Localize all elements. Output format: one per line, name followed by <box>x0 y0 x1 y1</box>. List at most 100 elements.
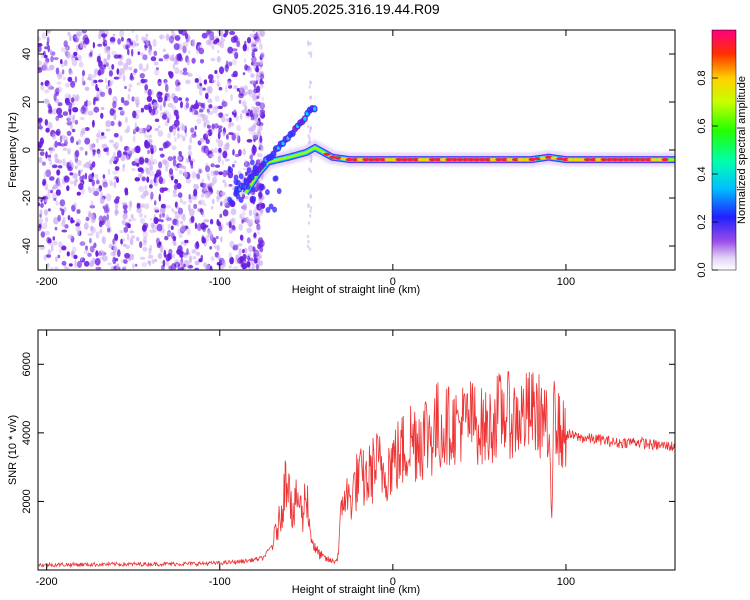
noise-speckle <box>52 132 56 140</box>
noise-speckle <box>232 266 239 270</box>
noise-speckle <box>309 209 312 213</box>
noise-speckle <box>123 209 128 215</box>
noise-speckle <box>138 63 144 71</box>
noise-speckle <box>125 45 129 50</box>
noise-speckle <box>213 170 218 178</box>
branch-core <box>313 106 317 111</box>
noise-speckle <box>228 117 232 123</box>
noise-speckle <box>230 208 237 216</box>
noise-speckle <box>177 267 183 270</box>
snr-x-tick-label: 0 <box>390 576 396 588</box>
noise-speckle <box>146 124 151 130</box>
noise-speckle <box>217 155 222 164</box>
noise-speckle <box>102 135 107 140</box>
noise-speckle <box>198 47 205 55</box>
noise-speckle <box>159 213 162 219</box>
noise-speckle <box>56 107 63 116</box>
noise-speckle <box>47 188 51 195</box>
noise-speckle <box>84 161 91 169</box>
noise-speckle <box>168 265 173 270</box>
noise-speckle <box>144 84 149 91</box>
noise-speckle <box>146 95 153 102</box>
noise-speckle <box>249 262 254 266</box>
noise-speckle <box>179 261 184 268</box>
noise-speckle <box>180 241 184 246</box>
noise-speckle <box>149 134 153 139</box>
noise-speckle <box>131 30 135 34</box>
noise-speckle <box>182 41 189 48</box>
noise-speckle <box>102 181 108 188</box>
noise-speckle <box>165 166 169 172</box>
noise-speckle <box>65 46 68 50</box>
noise-speckle <box>167 188 171 193</box>
noise-speckle <box>209 218 214 225</box>
noise-speckle <box>106 49 111 53</box>
noise-speckle <box>162 159 168 165</box>
noise-speckle <box>116 177 119 183</box>
noise-speckle <box>260 210 264 214</box>
ridge-core <box>401 158 408 162</box>
chart-title: GN05.2025.316.19.44.R09 <box>272 1 440 17</box>
noise-speckle <box>74 165 78 170</box>
noise-speckle <box>250 40 256 46</box>
noise-speckle <box>127 146 131 154</box>
noise-speckle <box>168 71 172 76</box>
noise-speckle <box>257 61 260 66</box>
noise-speckle <box>203 219 210 223</box>
noise-speckle <box>217 49 220 54</box>
noise-speckle <box>81 69 86 77</box>
spectrogram-x-tick-label: 100 <box>557 276 575 288</box>
noise-speckle <box>44 46 48 50</box>
noise-speckle <box>61 229 68 233</box>
noise-speckle <box>67 114 73 123</box>
noise-speckle <box>172 235 177 242</box>
noise-speckle <box>232 58 237 66</box>
noise-speckle <box>67 234 74 239</box>
noise-speckle <box>251 131 258 140</box>
noise-speckle <box>216 83 221 87</box>
noise-speckle <box>124 128 130 134</box>
noise-speckle <box>55 87 60 95</box>
noise-speckle <box>157 252 163 260</box>
noise-speckle <box>55 200 59 206</box>
noise-speckle <box>167 94 171 102</box>
ridge-core <box>395 158 403 162</box>
spectrogram-x-tick-label: -100 <box>209 276 231 288</box>
ridge-core <box>567 158 575 162</box>
noise-speckle <box>259 31 264 37</box>
snr-frame <box>37 329 676 571</box>
branch-blob <box>246 167 252 174</box>
ridge-core <box>489 158 497 162</box>
snr-x-tick-label: -100 <box>209 576 231 588</box>
noise-speckle <box>167 132 172 139</box>
noise-speckle <box>256 153 263 158</box>
noise-speckle <box>53 197 57 202</box>
noise-speckle <box>99 134 104 140</box>
noise-speckle <box>38 43 43 47</box>
noise-speckle <box>122 213 128 220</box>
noise-speckle <box>150 56 157 62</box>
noise-speckle <box>218 171 223 176</box>
snr-y-tick-label: 4000 <box>21 421 33 445</box>
noise-speckle <box>58 182 62 188</box>
noise-speckle <box>71 58 78 67</box>
noise-speckle <box>200 208 204 216</box>
noise-speckle <box>163 249 167 258</box>
noise-speckle <box>246 37 252 44</box>
noise-speckle <box>216 73 220 80</box>
noise-speckle <box>87 232 94 237</box>
noise-speckle <box>253 232 257 238</box>
noise-speckle <box>168 168 174 175</box>
noise-speckle <box>233 85 238 90</box>
noise-speckle <box>129 230 135 234</box>
noise-speckle <box>105 120 112 128</box>
noise-speckle <box>172 128 177 137</box>
noise-speckle <box>87 252 92 257</box>
branch-blob <box>233 189 239 196</box>
noise-speckle <box>77 230 81 236</box>
noise-speckle <box>55 256 58 263</box>
noise-speckle <box>122 238 125 242</box>
branch-blob <box>238 197 244 203</box>
noise-speckle <box>256 225 262 231</box>
noise-speckle <box>309 95 313 100</box>
